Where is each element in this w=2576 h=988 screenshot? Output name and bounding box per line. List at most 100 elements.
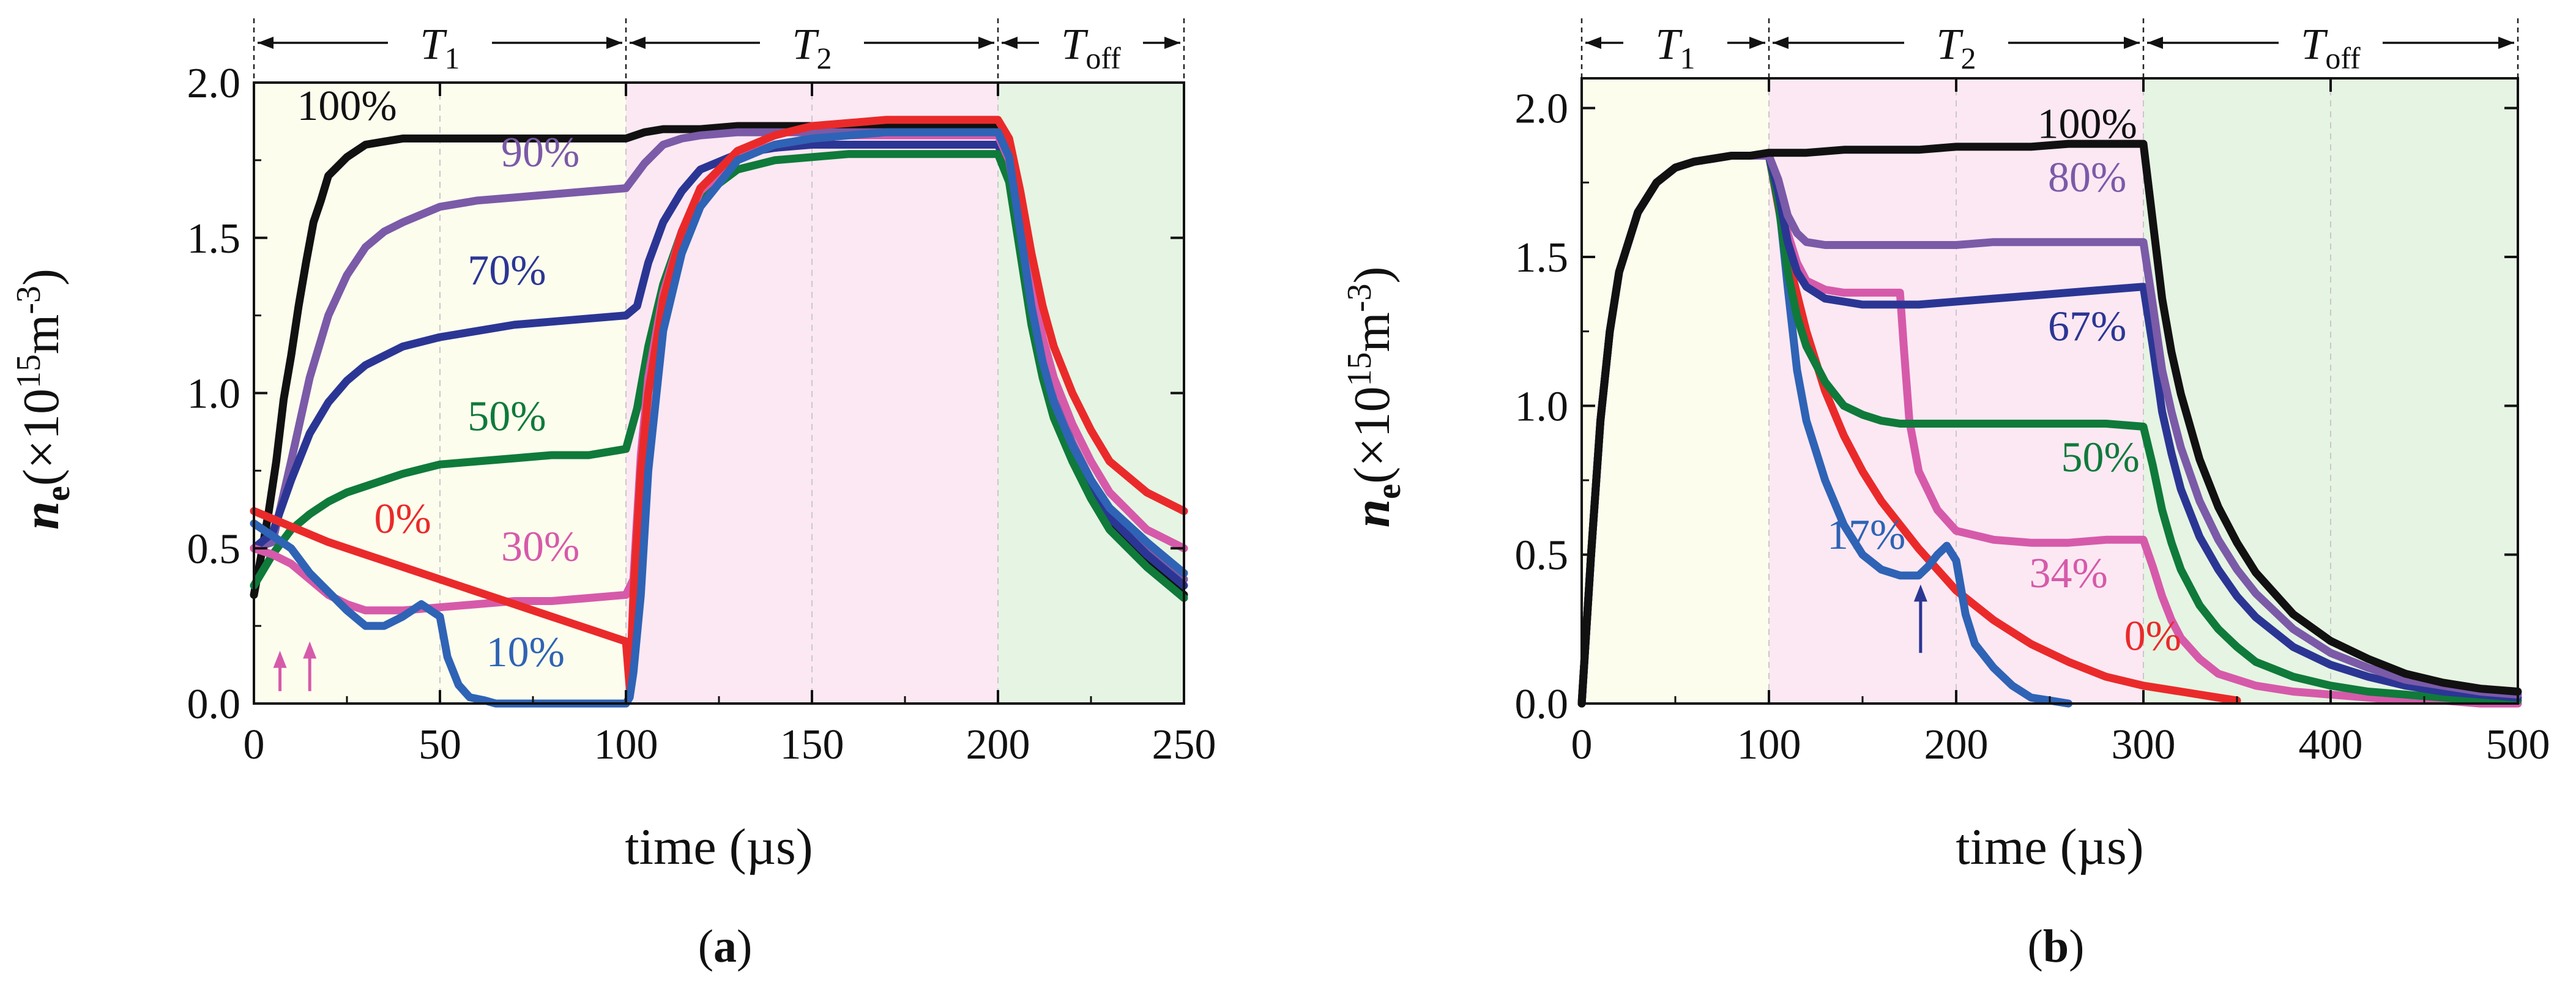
phase-arrowhead-left	[1002, 37, 1018, 49]
y-label-close: )	[1344, 267, 1401, 284]
phase-label-1: T1	[420, 20, 460, 75]
phase-arrowhead-right	[1164, 37, 1180, 49]
y-label-exp15: 15	[10, 354, 48, 388]
panel-label-open: (	[2028, 921, 2043, 972]
x-tick-label: 150	[780, 721, 844, 768]
phase-label-2: T2	[1936, 20, 1976, 75]
x-tick-label: 500	[2486, 721, 2550, 768]
series-label-34pct: 34%	[2029, 550, 2107, 597]
phase-arrowhead-left	[1773, 37, 1789, 49]
y-tick-label: 1.5	[187, 215, 241, 262]
phase-label-sub: off	[2325, 41, 2361, 75]
series-label-10pct: 10%	[486, 629, 565, 676]
phase-arrowhead-right	[606, 37, 622, 49]
y-tick-label: 0.5	[1515, 532, 1569, 579]
series-label-50pct: 50%	[467, 393, 546, 440]
y-tick-label: 2.0	[1515, 86, 1569, 133]
phase-arrowhead-right	[2498, 37, 2514, 49]
x-tick-label: 0	[244, 721, 265, 768]
x-tick-label: 100	[1737, 721, 1801, 768]
panel-label: (a)	[698, 921, 753, 972]
series-line-10pct	[250, 128, 1188, 708]
phase-label-base: T	[1936, 20, 1964, 69]
annotation-arrow-head	[273, 650, 287, 668]
annotation-arrow-head	[1913, 584, 1927, 602]
panel-label-letter: b	[2043, 921, 2069, 972]
x-tick-label: 250	[1152, 721, 1216, 768]
phase-label-sub: 1	[1680, 41, 1696, 75]
y-tick-label: 1.5	[1515, 234, 1569, 281]
phase-label-base: T	[792, 20, 819, 69]
x-tick-label: 200	[1924, 721, 1989, 768]
y-tick-label: 0.0	[187, 681, 241, 728]
y-tick-label: 0.5	[187, 526, 241, 573]
phase-label-1: T1	[1655, 20, 1695, 75]
phase-band-off	[998, 83, 1184, 704]
phase-label-sub: 1	[445, 41, 460, 75]
y-label-sub-e: e	[1370, 484, 1408, 499]
phase-label-sub: 2	[817, 41, 832, 75]
y-label-m: m	[1344, 312, 1401, 352]
y-label-sub-e: e	[39, 486, 77, 501]
y-axis-label: ne(×1015m-3)	[10, 269, 77, 530]
y-label-n: n	[1344, 499, 1401, 528]
phase-arrowhead-right	[978, 37, 994, 49]
phase-arrowhead-left	[2147, 37, 2163, 49]
y-label-exp15: 15	[1341, 352, 1379, 387]
y-label-m: m	[13, 314, 70, 354]
series-label-70pct: 70%	[467, 247, 546, 294]
phase-label-2: T2	[792, 20, 832, 75]
phase-label-base: T	[1061, 20, 1089, 69]
y-axis-label: ne(×1015m-3)	[1341, 267, 1408, 528]
series-label-100pct: 100%	[297, 83, 396, 130]
series-label-17pct: 17%	[1827, 511, 1905, 559]
phase-arrowhead-left	[1585, 37, 1601, 49]
phase-label-sub: 2	[1961, 41, 1976, 75]
phase-label-base: T	[420, 20, 447, 69]
panel-label-close: )	[2069, 921, 2084, 972]
phase-arrowhead-left	[630, 37, 646, 49]
series-line-0pct	[250, 116, 1188, 693]
y-tick-label: 0.0	[1515, 681, 1569, 728]
y-tick-label: 2.0	[187, 60, 241, 107]
series-label-30pct: 30%	[501, 524, 579, 571]
series-label-67pct: 67%	[2048, 303, 2126, 350]
panel-label: (b)	[2028, 921, 2085, 972]
panel-label-letter: a	[713, 921, 737, 972]
y-label-expm3: -3	[1341, 284, 1379, 313]
x-axis-label: time (µs)	[1956, 819, 2143, 875]
x-tick-label: 0	[1571, 721, 1593, 768]
series-label-50pct: 50%	[2061, 434, 2139, 481]
series-line-100pct	[1577, 139, 2522, 708]
phase-label-base: T	[2301, 20, 2328, 69]
series-label-100pct: 100%	[2038, 100, 2137, 147]
phase-label-off: Toff	[2301, 20, 2361, 75]
x-tick-label: 50	[419, 721, 461, 768]
x-tick-label: 400	[2299, 721, 2363, 768]
x-axis-label: time (µs)	[625, 819, 813, 875]
phase-band-1	[1582, 78, 1769, 704]
panel-label-open: (	[698, 921, 713, 972]
x-tick-label: 100	[594, 721, 658, 768]
y-tick-label: 1.0	[1515, 383, 1569, 430]
x-tick-label: 300	[2112, 721, 2176, 768]
phase-arrowhead-right	[1749, 37, 1765, 49]
phase-arrowhead-right	[2124, 37, 2140, 49]
series-label-0pct: 0%	[2124, 612, 2181, 659]
y-label-expm3: -3	[10, 286, 48, 314]
series-label-80pct: 80%	[2048, 154, 2126, 201]
series-label-90pct: 90%	[501, 129, 579, 176]
y-tick-label: 1.0	[187, 371, 241, 418]
phase-arrowhead-left	[258, 37, 274, 49]
y-label-close: )	[13, 269, 70, 286]
phase-label-off: Toff	[1061, 20, 1121, 75]
phase-label-base: T	[1655, 20, 1683, 69]
annotation-arrow-head	[303, 641, 317, 659]
y-label-open: (×10	[1344, 387, 1401, 484]
series-label-0pct: 0%	[374, 496, 431, 543]
x-tick-label: 200	[966, 721, 1030, 768]
